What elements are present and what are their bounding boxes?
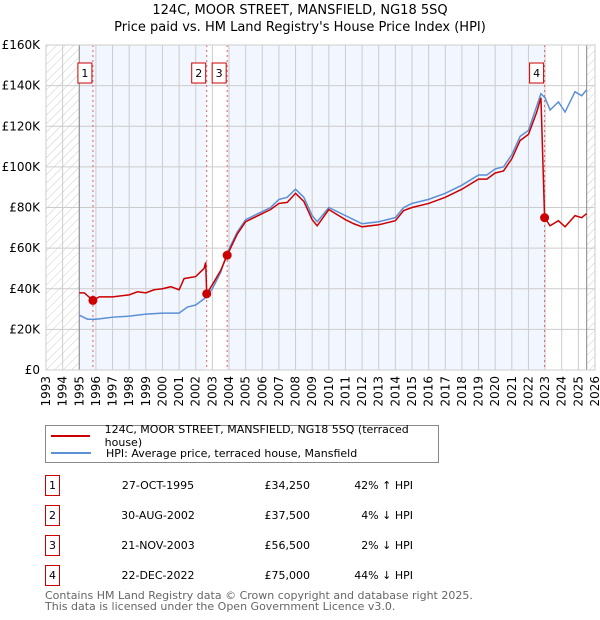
sale-row: 4 22-DEC-2022 £75,000 44% ↓ HPI	[45, 565, 465, 586]
x-tick-label: 2018	[455, 376, 469, 407]
sale-price: £56,500	[264, 539, 311, 552]
sale-marker-box: 4	[45, 565, 60, 586]
sale-price: £75,000	[264, 569, 311, 582]
legend-swatch-blue	[51, 452, 91, 454]
x-tick-label: 2008	[289, 376, 303, 407]
x-tick-label: 2009	[305, 376, 319, 407]
x-tick-label: 2025	[571, 376, 585, 407]
sale-hpi-diff: 4% ↓ HPI	[361, 509, 413, 522]
price-chart: 1993 1994 1995 1996 1997 1998 1999 2000 2001 2002…	[2, 38, 600, 407]
y-tick-label: £160K	[2, 38, 42, 52]
sale-label: 1	[81, 67, 88, 80]
y-tick-label: £40K	[9, 282, 41, 296]
x-tick-label: 2000	[155, 376, 169, 407]
footer-line: Contains HM Land Registry data © Crown c…	[45, 589, 473, 602]
sale-hpi-diff: 42% ↑ HPI	[354, 479, 413, 492]
plot-border	[45, 44, 596, 371]
sale-date: 22-DEC-2022	[121, 569, 195, 582]
x-tick-label: 2001	[172, 376, 186, 407]
sale-price: £34,250	[264, 479, 311, 492]
x-tick-label: 2015	[405, 376, 419, 407]
x-tick-label: 2014	[388, 376, 402, 407]
x-tick-label: 2021	[505, 376, 519, 407]
legend-item-hpi: HPI: Average price, terraced house, Mans…	[46, 445, 357, 461]
y-tick-label: £60K	[9, 241, 41, 255]
sale-row: 1 27-OCT-1995 £34,250 42% ↑ HPI	[45, 475, 465, 496]
x-tick-label: 2010	[322, 376, 336, 407]
y-tick-label: £120K	[2, 119, 42, 133]
legend-label: 124C, MOOR STREET, MANSFIELD, NG18 5SQ (…	[104, 423, 409, 449]
y-tick-label: £100K	[2, 160, 42, 174]
x-tick-label: 1996	[89, 376, 103, 407]
x-tick-label: 2019	[472, 376, 486, 407]
sale-date: 21-NOV-2003	[121, 539, 195, 552]
y-tick-label: £0	[25, 363, 40, 377]
chart-subtitle: Price paid vs. HM Land Registry's House …	[114, 20, 486, 35]
x-tick-label: 2007	[272, 376, 286, 407]
sale-label-box	[77, 62, 93, 84]
sale-date: 27-OCT-1995	[121, 479, 195, 492]
hpi-line	[78, 89, 588, 320]
x-tick-label: 2005	[239, 376, 253, 407]
sale-marker-box: 2	[45, 505, 60, 526]
x-tick-label: 2022	[521, 376, 535, 407]
x-tick-label: 2003	[205, 376, 219, 407]
x-tick-label: 2004	[222, 376, 236, 407]
x-tick-label: 2020	[488, 376, 502, 407]
sale-row: 3 21-NOV-2003 £56,500 2% ↓ HPI	[45, 535, 465, 556]
sale-label: 2	[195, 67, 202, 80]
sale-hpi-diff: 2% ↓ HPI	[361, 539, 413, 552]
legend-swatch-red	[51, 435, 90, 437]
sale-label-box	[529, 62, 545, 84]
y-tick-label: £20K	[9, 322, 41, 336]
x-tick-label: 1999	[139, 376, 153, 407]
x-tick-label: 2017	[438, 376, 452, 407]
sale-date: 30-AUG-2002	[121, 509, 195, 522]
legend: 124C, MOOR STREET, MANSFIELD, NG18 5SQ (…	[45, 423, 439, 463]
sale-point	[202, 289, 212, 299]
footer: Contains HM Land Registry data © Crown c…	[45, 590, 473, 612]
x-tick-label: 1997	[106, 376, 120, 407]
x-tick-label: 2006	[255, 376, 269, 407]
sale-point	[540, 213, 550, 223]
sale-label-box	[211, 62, 227, 84]
x-tick-label: 2026	[588, 376, 600, 407]
price-paid-line	[79, 97, 588, 302]
sale-label-box	[191, 62, 207, 84]
x-tick-label: 1995	[72, 376, 86, 407]
sale-point	[88, 295, 98, 305]
sale-label: 3	[216, 67, 223, 80]
sale-row: 2 30-AUG-2002 £37,500 4% ↓ HPI	[45, 505, 465, 526]
sale-marker-box: 1	[45, 475, 60, 496]
x-tick-label: 2013	[372, 376, 386, 407]
x-tick-label: 1998	[122, 376, 136, 407]
x-tick-label: 2016	[422, 376, 436, 407]
sale-marker-box: 3	[45, 535, 60, 556]
x-tick-label: 2011	[338, 376, 352, 407]
y-tick-label: £140K	[2, 79, 42, 93]
sale-price: £37,500	[264, 509, 311, 522]
y-tick-label: £80K	[9, 201, 41, 215]
x-tick-label: 2012	[355, 376, 369, 407]
legend-label: HPI: Average price, terraced house, Mans…	[106, 446, 358, 460]
footer-line: This data is licensed under the Open Gov…	[45, 600, 396, 613]
x-tick-label: 1993	[39, 376, 53, 407]
x-tick-label: 2024	[555, 376, 569, 407]
chart-title: 124C, MOOR STREET, MANSFIELD, NG18 5SQ	[152, 3, 448, 18]
legend-item-property: 124C, MOOR STREET, MANSFIELD, NG18 5SQ (…	[46, 423, 438, 449]
sale-point	[222, 250, 232, 260]
x-tick-label: 2002	[189, 376, 203, 407]
x-tick-label: 2023	[538, 376, 552, 407]
x-tick-label: 1994	[56, 376, 70, 407]
sale-label: 4	[533, 67, 540, 80]
sale-hpi-diff: 44% ↓ HPI	[354, 569, 413, 582]
